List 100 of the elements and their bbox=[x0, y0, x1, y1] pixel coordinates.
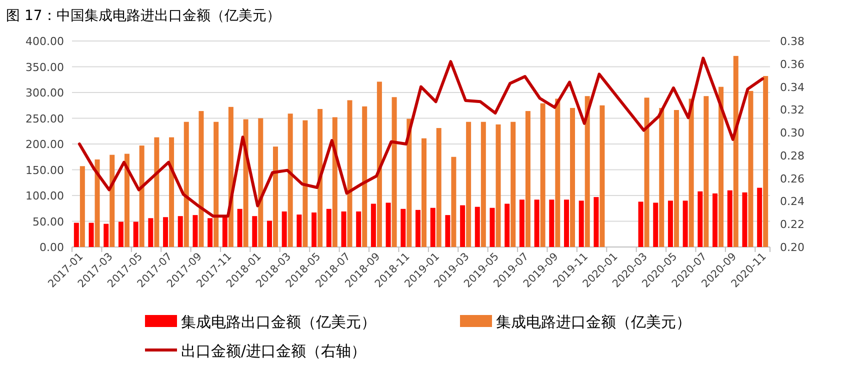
y2-tick-label: 0.28 bbox=[780, 149, 804, 162]
bar bbox=[578, 200, 584, 247]
chart-title: 图 17：中国集成电路进出口金额（亿美元） bbox=[6, 8, 280, 24]
bar bbox=[110, 154, 115, 247]
bar bbox=[496, 124, 501, 247]
y2-tick-label: 0.30 bbox=[780, 126, 804, 140]
bar bbox=[252, 216, 258, 247]
bar bbox=[118, 222, 124, 247]
y-tick-label: 50.00 bbox=[32, 215, 64, 228]
y-tick-label: 0.00 bbox=[40, 241, 64, 254]
bar bbox=[594, 197, 599, 247]
bar bbox=[312, 212, 317, 247]
bar bbox=[564, 200, 570, 247]
bar bbox=[422, 138, 426, 247]
bar bbox=[653, 202, 658, 247]
y-tick-label: 200.00 bbox=[26, 138, 64, 151]
bar bbox=[460, 205, 466, 247]
bar bbox=[341, 211, 346, 247]
bar bbox=[451, 156, 456, 247]
bar bbox=[510, 122, 516, 247]
bar bbox=[133, 222, 138, 247]
y-tick-label: 400.00 bbox=[26, 35, 64, 48]
bar bbox=[490, 208, 495, 247]
bar bbox=[555, 98, 560, 247]
bar bbox=[376, 82, 382, 247]
bar bbox=[237, 208, 242, 247]
bar bbox=[659, 108, 664, 247]
bar bbox=[742, 192, 748, 247]
bar bbox=[169, 137, 174, 247]
bar bbox=[698, 191, 703, 247]
bar bbox=[88, 222, 94, 247]
bar bbox=[480, 122, 486, 247]
bar bbox=[504, 204, 510, 247]
y2-tick-label: 0.24 bbox=[780, 195, 804, 208]
bar bbox=[94, 159, 100, 247]
bar bbox=[332, 117, 338, 247]
legend-label: 出口金额/进口金额（右轴） bbox=[181, 342, 366, 360]
bar bbox=[540, 103, 546, 247]
y-tick-label: 250.00 bbox=[26, 112, 64, 126]
bar bbox=[139, 146, 144, 247]
bar bbox=[718, 86, 724, 247]
legend-label: 集成电路出口金额（亿美元） bbox=[181, 313, 376, 331]
bar bbox=[727, 190, 732, 247]
bar bbox=[445, 215, 450, 247]
bar bbox=[400, 208, 406, 247]
bar bbox=[519, 200, 524, 247]
bar bbox=[214, 122, 219, 247]
y2-tick-label: 0.22 bbox=[780, 218, 804, 232]
bar bbox=[674, 110, 679, 247]
bar bbox=[466, 122, 472, 247]
bar bbox=[326, 208, 332, 247]
bar bbox=[416, 210, 420, 247]
bar bbox=[163, 217, 168, 247]
bar bbox=[584, 96, 590, 247]
bar bbox=[124, 154, 130, 247]
bar bbox=[104, 224, 109, 247]
bar bbox=[74, 222, 79, 247]
bar bbox=[302, 120, 308, 247]
bar bbox=[356, 211, 362, 247]
bar bbox=[258, 118, 264, 247]
bar bbox=[184, 122, 189, 247]
bar bbox=[296, 214, 302, 247]
bar bbox=[712, 193, 718, 247]
bar bbox=[733, 56, 738, 247]
bar bbox=[370, 204, 376, 247]
y2-tick-label: 0.20 bbox=[780, 241, 804, 254]
y2-tick-label: 0.34 bbox=[780, 80, 804, 94]
bar bbox=[148, 218, 154, 247]
bar bbox=[549, 200, 554, 247]
bar bbox=[347, 100, 352, 247]
bar bbox=[525, 111, 530, 247]
bar bbox=[198, 111, 204, 247]
bar bbox=[318, 108, 323, 247]
bar bbox=[208, 218, 213, 247]
bar bbox=[80, 166, 85, 247]
y-tick-label: 350.00 bbox=[26, 60, 64, 74]
bar bbox=[266, 220, 272, 247]
y-tick-label: 150.00 bbox=[26, 164, 64, 177]
bar bbox=[154, 137, 160, 247]
y2-tick-label: 0.32 bbox=[780, 104, 804, 117]
bar bbox=[272, 146, 278, 247]
bar bbox=[534, 200, 540, 247]
y2-tick-label: 0.38 bbox=[780, 35, 804, 48]
line-series bbox=[78, 56, 764, 218]
bar bbox=[600, 105, 605, 247]
bar bbox=[682, 200, 688, 247]
bar bbox=[282, 211, 287, 247]
bar bbox=[748, 90, 754, 247]
bar bbox=[757, 188, 762, 247]
bar bbox=[222, 216, 228, 247]
bar bbox=[763, 76, 768, 247]
y-tick-label: 300.00 bbox=[26, 86, 64, 100]
bar bbox=[178, 216, 183, 247]
bar bbox=[392, 97, 397, 247]
y-tick-label: 100.00 bbox=[26, 190, 64, 202]
bar bbox=[288, 114, 293, 247]
bar bbox=[570, 108, 576, 247]
legend-label: 集成电路进口金额（亿美元） bbox=[496, 313, 691, 331]
bar bbox=[688, 98, 694, 247]
bar bbox=[362, 106, 368, 247]
